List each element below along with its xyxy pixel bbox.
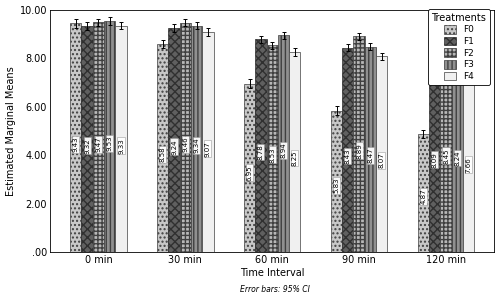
Text: 9.32: 9.32 — [84, 138, 90, 154]
Text: 8.78: 8.78 — [258, 144, 264, 160]
Bar — [70, 23, 82, 252]
X-axis label: Time Interval: Time Interval — [240, 268, 304, 278]
Bar — [82, 26, 93, 252]
Bar — [93, 22, 104, 252]
Bar — [376, 56, 388, 252]
Bar — [157, 44, 168, 252]
Text: 8.43: 8.43 — [345, 148, 351, 164]
Text: 8.47: 8.47 — [368, 148, 374, 163]
Text: 9.33: 9.33 — [118, 138, 124, 154]
Text: 8.25: 8.25 — [292, 150, 298, 166]
Text: 8.09: 8.09 — [432, 152, 438, 168]
Bar — [180, 23, 191, 252]
Text: 9.34: 9.34 — [194, 138, 200, 153]
Bar — [342, 47, 353, 252]
Text: 9.47: 9.47 — [96, 136, 102, 152]
Bar — [104, 21, 116, 252]
Bar — [463, 66, 474, 252]
Text: 9.46: 9.46 — [182, 137, 188, 152]
Legend: F0, F1, F2, F3, F4: F0, F1, F2, F3, F4 — [428, 9, 490, 85]
Bar — [452, 52, 463, 252]
Bar — [244, 83, 256, 252]
Text: 9.24: 9.24 — [171, 139, 177, 155]
Text: 8.24: 8.24 — [454, 150, 460, 166]
Text: 8.53: 8.53 — [269, 147, 275, 163]
Bar — [331, 111, 342, 252]
Text: 8.89: 8.89 — [356, 143, 362, 159]
Text: 8.58: 8.58 — [160, 147, 166, 162]
Text: 8.45: 8.45 — [443, 148, 449, 163]
Bar — [289, 52, 300, 252]
Text: 5.83: 5.83 — [334, 178, 340, 194]
Text: 9.07: 9.07 — [205, 141, 211, 157]
Bar — [418, 134, 429, 252]
Bar — [354, 37, 365, 252]
Bar — [116, 26, 126, 252]
Bar — [429, 56, 440, 252]
Text: 9.53: 9.53 — [106, 136, 112, 151]
Text: 6.95: 6.95 — [246, 165, 252, 181]
Text: Error bars: 95% CI: Error bars: 95% CI — [240, 285, 310, 294]
Bar — [440, 47, 452, 252]
Text: 8.94: 8.94 — [280, 142, 286, 158]
Text: 9.43: 9.43 — [73, 137, 79, 153]
Y-axis label: Estimated Marginal Means: Estimated Marginal Means — [6, 66, 16, 196]
Text: 8.07: 8.07 — [378, 152, 384, 168]
Text: 7.66: 7.66 — [466, 157, 471, 173]
Bar — [168, 28, 179, 252]
Bar — [266, 45, 278, 252]
Bar — [278, 35, 289, 252]
Bar — [191, 26, 202, 252]
Bar — [365, 47, 376, 252]
Bar — [256, 39, 266, 252]
Bar — [202, 32, 213, 252]
Text: 4.87: 4.87 — [420, 189, 426, 204]
